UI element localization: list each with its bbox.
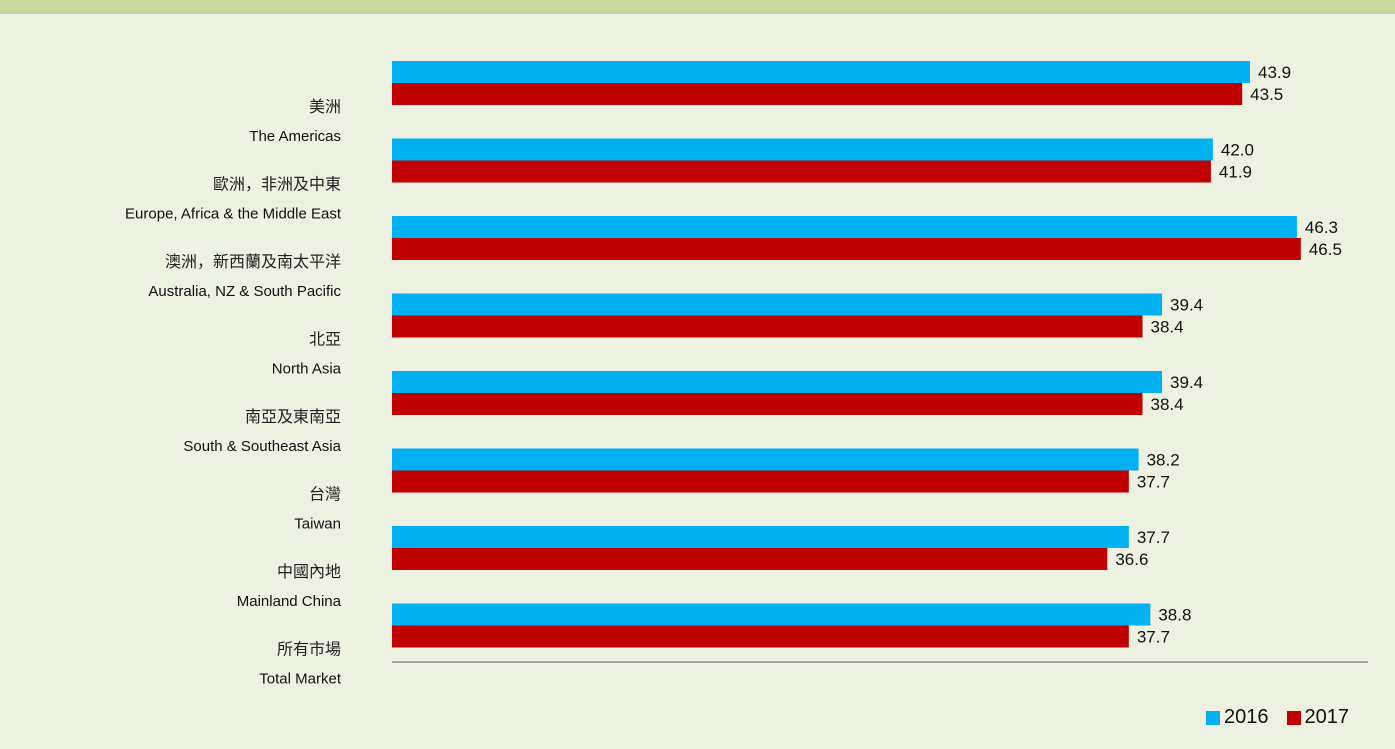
bar-2017-3 — [392, 315, 1143, 338]
value-label-2017-7: 37.7 — [1137, 628, 1170, 647]
value-label-2016-6: 37.7 — [1137, 528, 1170, 547]
category-label-zh-6: 中國內地 — [277, 562, 341, 581]
category-label-zh-5: 台灣 — [309, 485, 341, 504]
bar-2017-1 — [392, 160, 1211, 183]
bar-2017-7 — [392, 625, 1129, 648]
bar-2017-5 — [392, 470, 1129, 493]
category-label-en-1: Europe, Africa & the Middle East — [125, 206, 342, 223]
category-label-en-4: South & Southeast Asia — [183, 438, 341, 455]
bar-2016-3 — [392, 293, 1163, 316]
bar-2016-6 — [392, 526, 1129, 548]
category-label-en-3: North Asia — [272, 361, 342, 378]
value-label-2017-0: 43.5 — [1250, 85, 1283, 104]
legend-item-2017: 2017 — [1286, 706, 1350, 729]
bar-2016-4 — [392, 371, 1163, 393]
category-label-zh-4: 南亞及東南亞 — [245, 407, 341, 426]
value-label-2017-6: 36.6 — [1115, 550, 1148, 569]
category-label-zh-2: 澳洲，新西蘭及南太平洋 — [165, 252, 341, 271]
value-label-2016-4: 39.4 — [1170, 373, 1203, 392]
legend-swatch-2016 — [1206, 710, 1220, 725]
value-label-2017-5: 37.7 — [1137, 473, 1170, 492]
value-label-2016-7: 38.8 — [1158, 606, 1191, 625]
value-label-2016-5: 38.2 — [1147, 451, 1180, 470]
legend-item-2016: 2016 — [1206, 706, 1269, 729]
bar-2016-2 — [392, 216, 1297, 238]
value-label-2016-1: 42.0 — [1221, 141, 1254, 160]
bar-2017-6 — [392, 548, 1108, 570]
bar-2016-7 — [392, 603, 1151, 626]
category-label-en-5: Taiwan — [294, 516, 341, 533]
category-label-en-6: Mainland China — [237, 593, 342, 610]
category-label-en-7: Total Market — [259, 671, 342, 688]
value-label-2017-1: 41.9 — [1219, 163, 1252, 182]
value-label-2016-3: 39.4 — [1170, 296, 1203, 315]
category-label-zh-0: 美洲 — [309, 97, 341, 116]
legend-swatch-2017 — [1286, 710, 1301, 725]
bar-2017-0 — [392, 83, 1243, 105]
legend: 2016 2017 — [1206, 706, 1349, 729]
legend-label-2016: 2016 — [1224, 706, 1269, 728]
bar-2016-5 — [392, 448, 1139, 471]
bar-2016-1 — [392, 138, 1213, 161]
value-label-2016-0: 43.9 — [1258, 63, 1291, 82]
value-label-2017-3: 38.4 — [1151, 318, 1184, 337]
category-label-zh-3: 北亞 — [309, 330, 341, 349]
category-label-en-2: Australia, NZ & South Pacific — [148, 283, 341, 300]
value-label-2017-2: 46.5 — [1309, 240, 1342, 259]
legend-label-2017: 2017 — [1304, 706, 1350, 728]
bar-2017-2 — [392, 238, 1301, 260]
category-label-zh-1: 歐洲，非洲及中東 — [213, 175, 341, 194]
bar-2017-4 — [392, 393, 1143, 415]
category-label-zh-7: 所有市場 — [277, 640, 341, 659]
category-label-en-0: The Americas — [249, 128, 341, 145]
top-band — [0, 0, 1395, 14]
value-label-2017-4: 38.4 — [1151, 395, 1184, 414]
bar-2016-0 — [392, 61, 1250, 83]
value-label-2016-2: 46.3 — [1305, 218, 1338, 237]
